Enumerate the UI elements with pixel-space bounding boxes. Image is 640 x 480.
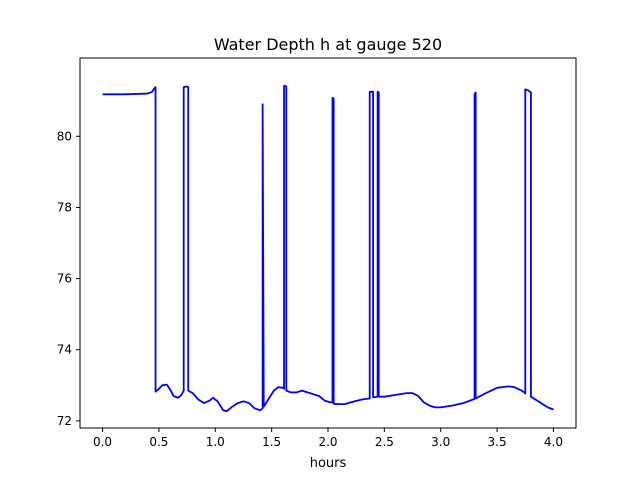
x-tick-label: 0.0 <box>93 435 112 449</box>
x-tick-label: 1.5 <box>262 435 281 449</box>
y-tick-label: 78 <box>57 200 72 214</box>
x-tick-label: 3.5 <box>488 435 507 449</box>
y-tick-label: 74 <box>57 343 72 357</box>
x-axis-label: hours <box>310 456 347 471</box>
x-tick-label: 4.0 <box>544 435 563 449</box>
axes-layer: 0.0 0.5 1.0 1.5 2.0 2.5 3.0 3.5 4.0 72 74 76 78 80 <box>57 129 563 449</box>
series-line <box>102 84 554 413</box>
x-tick-label: 2.5 <box>375 435 394 449</box>
plot-layer <box>102 84 554 413</box>
x-tick-label: 1.0 <box>206 435 225 449</box>
chart-title: Water Depth h at gauge 520 <box>214 35 442 54</box>
plot-frame <box>79 57 577 429</box>
x-tick-label: 2.0 <box>318 435 337 449</box>
x-tick-label: 3.0 <box>431 435 450 449</box>
x-tick-label: 0.5 <box>149 435 168 449</box>
y-tick-label: 80 <box>57 129 72 143</box>
y-tick-label: 76 <box>57 272 72 286</box>
y-tick-label: 72 <box>57 414 72 428</box>
